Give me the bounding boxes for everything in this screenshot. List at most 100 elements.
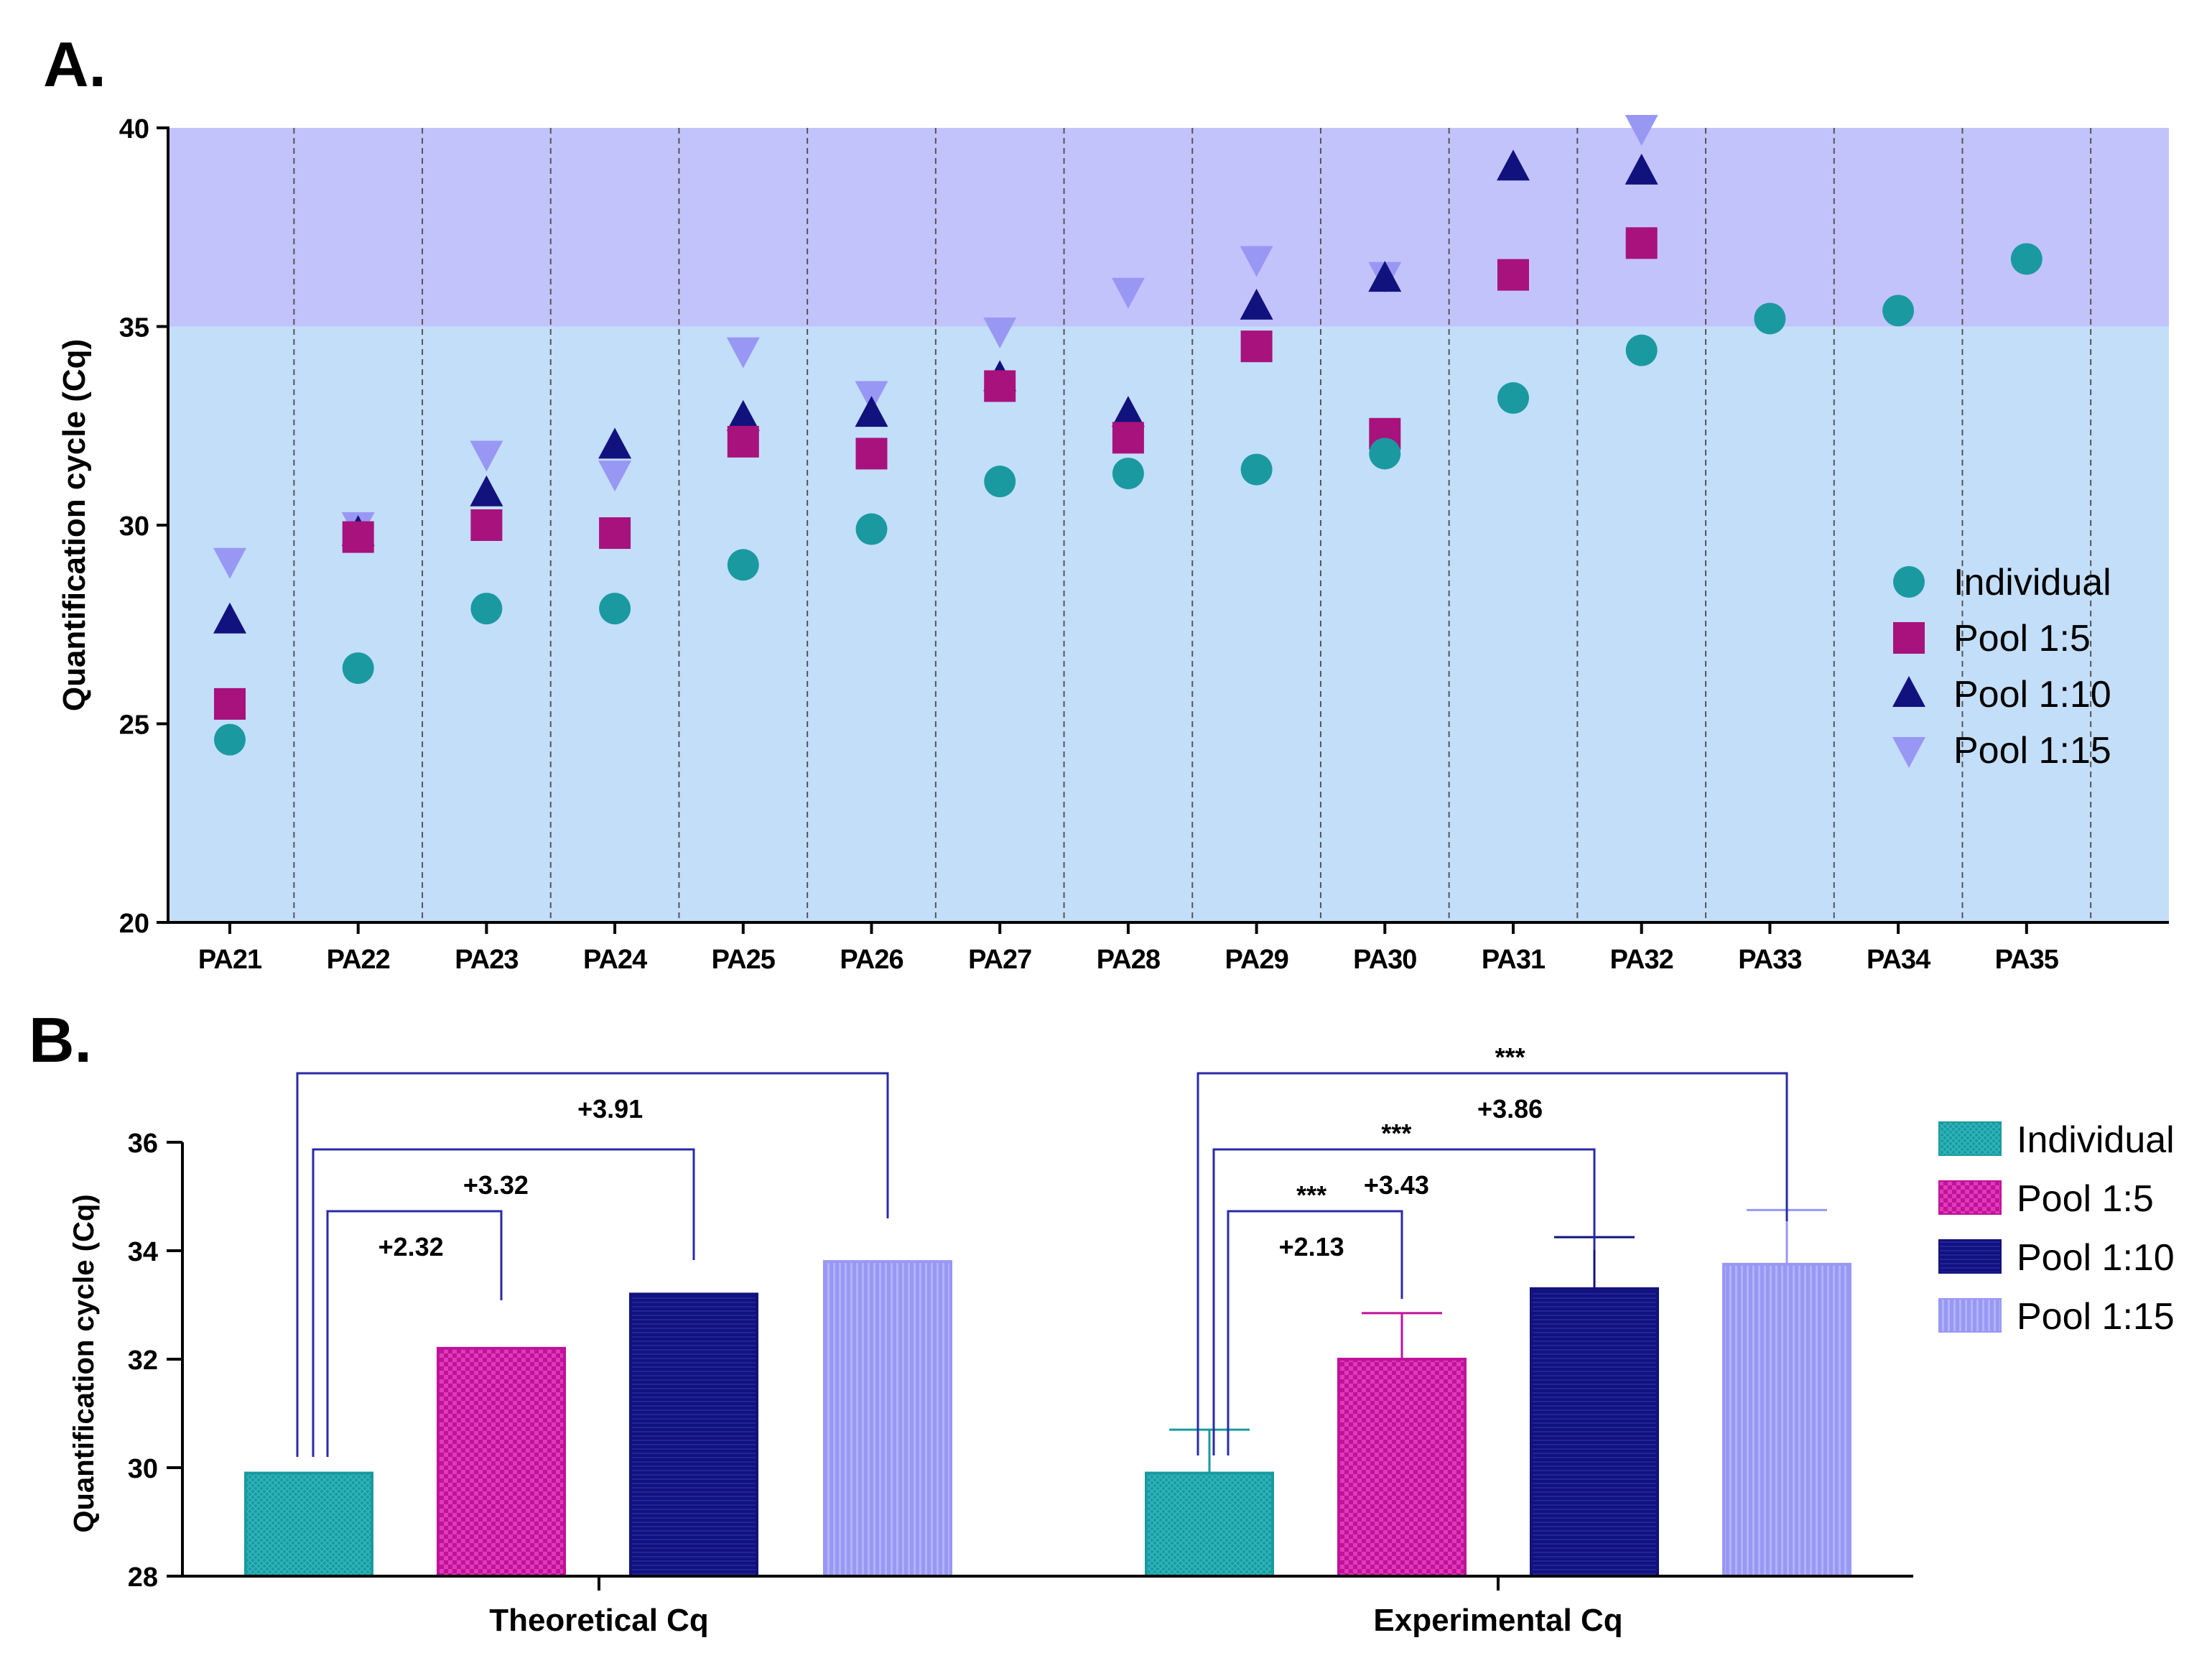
a-point-pool-1-5 <box>1625 227 1658 259</box>
a-point-pool-1-15 <box>1240 246 1273 277</box>
b-legend-swatch <box>1938 1239 2002 1274</box>
a-legend-marker <box>1892 676 1925 707</box>
b-bracket-label: +3.91 <box>577 1094 643 1124</box>
b-legend-label: Pool 1:15 <box>2017 1296 2175 1338</box>
a-legend-label: Individual <box>1953 562 2111 603</box>
a-y-ticks: 20 25 30 35 40 <box>119 114 168 939</box>
a-legend-label: Pool 1:15 <box>1953 730 2111 772</box>
a-point-pool-1-10 <box>213 602 246 634</box>
a-x-ticks: PA21 PA22 PA23 PA24 PA25 PA26 PA27 PA28 PA29 PA30… <box>198 922 2060 975</box>
b-bracket-label: +3.86 <box>1477 1094 1543 1124</box>
b-x-tick-label: Theoretical Cq <box>489 1603 709 1638</box>
b-bar-pool-1-15 <box>1722 1262 1851 1578</box>
a-point-pool-1-15 <box>470 440 503 472</box>
a-y-tick-label: 40 <box>119 114 149 144</box>
a-y-axis-label: Quantification cycle (Cq) <box>57 339 92 711</box>
a-legend-label: Pool 1:5 <box>1953 618 2091 659</box>
b-legend-label: Pool 1:10 <box>2017 1237 2175 1279</box>
a-point-pool-1-10 <box>855 396 888 427</box>
panel-b-bar: 28 30 32 34 36 Theoretical Cq Experimental Cq… <box>68 1042 2175 1638</box>
a-point-individual <box>727 549 759 581</box>
b-bar-individual <box>244 1471 373 1578</box>
a-point-individual <box>342 652 374 685</box>
b-legend-label: Individual <box>2017 1119 2175 1161</box>
b-y-ticks: 28 30 32 34 36 <box>128 1129 182 1593</box>
a-x-tick-label: PA26 <box>840 945 903 975</box>
b-bars <box>244 1260 1851 1578</box>
a-point-individual <box>1882 295 1915 327</box>
a-point-pool-1-10 <box>598 427 632 459</box>
b-bar-pool-1-10 <box>1530 1287 1659 1578</box>
a-category-dividers <box>293 128 2092 922</box>
b-bar-individual <box>1145 1471 1274 1578</box>
panel-a-label: A. <box>43 29 106 100</box>
a-point-pool-1-5 <box>855 437 888 470</box>
a-point-pool-1-15 <box>983 318 1017 349</box>
b-y-tick-label: 28 <box>128 1562 158 1593</box>
a-point-pool-1-15 <box>213 547 246 579</box>
b-bracket-stars: *** <box>1381 1119 1411 1148</box>
b-bracket <box>1227 1210 1403 1455</box>
b-bracket-label: +2.32 <box>378 1232 444 1261</box>
b-y-tick-label: 30 <box>128 1454 158 1484</box>
a-x-tick-label: PA34 <box>1867 945 1930 975</box>
a-point-pool-1-5 <box>342 521 374 553</box>
a-point-pool-1-10 <box>1625 153 1658 185</box>
panel-b-label: B. <box>29 1004 92 1075</box>
a-point-individual <box>2010 243 2043 275</box>
a-point-pool-1-5 <box>470 509 503 541</box>
a-point-pool-1-10 <box>1111 396 1145 427</box>
b-bracket-label: +2.13 <box>1279 1232 1344 1261</box>
b-y-tick-label: 34 <box>128 1237 158 1267</box>
a-data-points <box>213 115 2043 756</box>
a-x-tick-label: PA28 <box>1097 945 1160 975</box>
a-point-pool-1-10 <box>1240 288 1273 320</box>
a-point-pool-1-5 <box>214 687 246 720</box>
a-x-tick-label: PA33 <box>1738 945 1801 975</box>
b-y-tick-label: 32 <box>128 1346 158 1376</box>
a-y-tick-label: 20 <box>119 909 149 939</box>
b-y-axis-label: Quantification cycle (Cq) <box>68 1194 100 1532</box>
a-x-tick-label: PA27 <box>968 945 1031 975</box>
b-legend-swatch <box>1938 1298 2002 1333</box>
a-point-individual <box>984 466 1016 498</box>
b-bracket-stars: *** <box>1495 1042 1525 1072</box>
a-point-pool-1-5 <box>984 370 1016 402</box>
b-bracket-label: +3.43 <box>1364 1170 1429 1200</box>
a-point-pool-1-5 <box>1240 330 1273 363</box>
a-y-tick-label: 25 <box>119 710 149 741</box>
a-x-tick-label: PA21 <box>198 945 262 975</box>
b-bar-pool-1-5 <box>1337 1358 1467 1578</box>
b-x-tick-label: Experimental Cq <box>1373 1603 1622 1638</box>
b-bracket <box>326 1210 503 1457</box>
a-point-individual <box>855 513 888 545</box>
a-y-tick-label: 35 <box>119 313 149 343</box>
a-point-pool-1-5 <box>727 425 759 458</box>
a-point-individual <box>1369 437 1401 470</box>
a-point-individual <box>214 723 246 756</box>
b-legend-swatch <box>1938 1180 2002 1215</box>
a-x-tick-label: PA32 <box>1610 945 1673 975</box>
b-bar-pool-1-15 <box>823 1260 952 1578</box>
a-point-individual <box>1240 453 1273 486</box>
b-y-tick-label: 36 <box>128 1129 158 1159</box>
a-legend-label: Pool 1:10 <box>1953 674 2111 716</box>
a-x-tick-label: PA25 <box>712 945 776 975</box>
b-bracket <box>296 1072 889 1457</box>
b-legend-label: Pool 1:5 <box>2017 1178 2154 1220</box>
a-x-tick-label: PA24 <box>583 945 647 975</box>
a-point-pool-1-5 <box>599 517 631 550</box>
b-bracket-label: +3.32 <box>463 1170 529 1200</box>
b-bar-pool-1-10 <box>629 1292 758 1578</box>
a-point-individual <box>599 593 631 625</box>
a-x-tick-label: PA23 <box>455 945 518 975</box>
a-point-pool-1-10 <box>726 399 760 431</box>
a-point-pool-1-15 <box>726 337 760 369</box>
a-x-tick-label: PA30 <box>1353 945 1416 975</box>
a-legend-marker <box>1893 622 1925 654</box>
b-bracket <box>1212 1148 1596 1455</box>
b-legend: Individual Pool 1:5 Pool 1:10 Pool 1:15 <box>1938 1119 2175 1338</box>
